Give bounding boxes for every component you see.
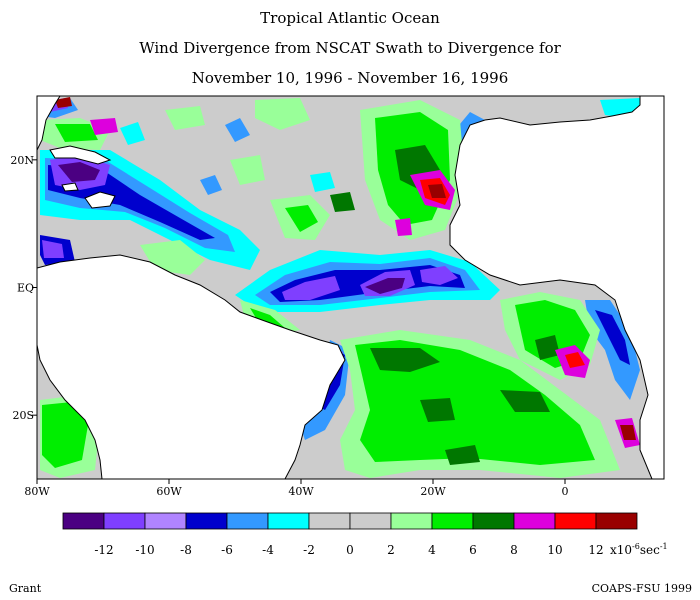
colorbar-swatch <box>144 512 187 530</box>
y-tick-label: 20N <box>10 154 34 167</box>
colorbar-tick-label: -10 <box>135 543 154 557</box>
y-tick-label: EQ <box>17 282 34 295</box>
north-america-land <box>37 96 61 151</box>
colorbar-swatch <box>513 512 556 530</box>
colorbar-swatch <box>349 512 392 530</box>
colorbar-swatch <box>62 512 105 530</box>
land-masses <box>37 96 664 479</box>
title-line-1: Tropical Atlantic Ocean <box>260 9 440 27</box>
colorbar-tick-label: 2 <box>387 543 395 557</box>
colorbar-tick-label: -8 <box>180 543 192 557</box>
colorbar-swatch <box>226 512 269 530</box>
colorbar-units: x10-6sec-1 <box>610 542 668 557</box>
cuba-island <box>49 145 112 165</box>
colorbar-labels: -12 -10 -8 -6 -4 -2 0 2 4 6 8 10 12 <box>94 543 603 557</box>
colorbar-tick-label: 0 <box>346 543 354 557</box>
y-axis-ticks: 20N EQ 20S <box>10 154 37 422</box>
colorbar-tick-label: 6 <box>469 543 477 557</box>
colorbar-swatch <box>595 512 638 530</box>
colorbar-swatch <box>431 512 474 530</box>
africa-land <box>449 96 664 479</box>
colorbar-swatch <box>390 512 433 530</box>
title-line-3: November 10, 1996 - November 16, 1996 <box>191 69 509 87</box>
footer-author: Grant <box>9 582 42 595</box>
x-tick-label: 80W <box>24 485 50 498</box>
x-axis-ticks: 80W 60W 40W 20W 0 <box>24 479 569 498</box>
x-tick-label: 0 <box>562 485 569 498</box>
colorbar-tick-label: -2 <box>303 543 315 557</box>
colorbar-swatch <box>472 512 515 530</box>
colorbar-tick-label: -4 <box>262 543 274 557</box>
colorbar-swatch <box>267 512 310 530</box>
x-tick-label: 60W <box>156 485 182 498</box>
colorbar-tick-label: 4 <box>428 543 436 557</box>
colorbar-swatch <box>103 512 146 530</box>
x-tick-label: 20W <box>420 485 446 498</box>
x-tick-label: 40W <box>288 485 314 498</box>
colorbar-tick-label: -12 <box>94 543 113 557</box>
colorbar-tick-label: 10 <box>547 543 562 557</box>
colorbar-swatch <box>185 512 228 530</box>
footer-credit: COAPS-FSU 1999 <box>591 582 692 595</box>
hispaniola-island <box>84 191 116 209</box>
colorbar-tick-label: 12 <box>588 543 603 557</box>
colorbar-tick-label: 8 <box>510 543 518 557</box>
south-america-land <box>37 254 346 479</box>
map-plot-area <box>37 96 664 479</box>
title-line-2: Wind Divergence from NSCAT Swath to Dive… <box>139 39 561 57</box>
divergence-field <box>40 97 660 478</box>
jamaica-island <box>61 182 79 192</box>
colorbar-swatch <box>554 512 597 530</box>
colorbar-swatch <box>308 512 351 530</box>
y-tick-label: 20S <box>12 409 34 422</box>
divergence-map: 80W 60W 40W 20W 0 20N EQ 20S -12 -10 -8 -6 -4 -2 0 2 4… <box>10 95 668 557</box>
colorbar <box>62 512 638 530</box>
colorbar-tick-label: -6 <box>221 543 233 557</box>
